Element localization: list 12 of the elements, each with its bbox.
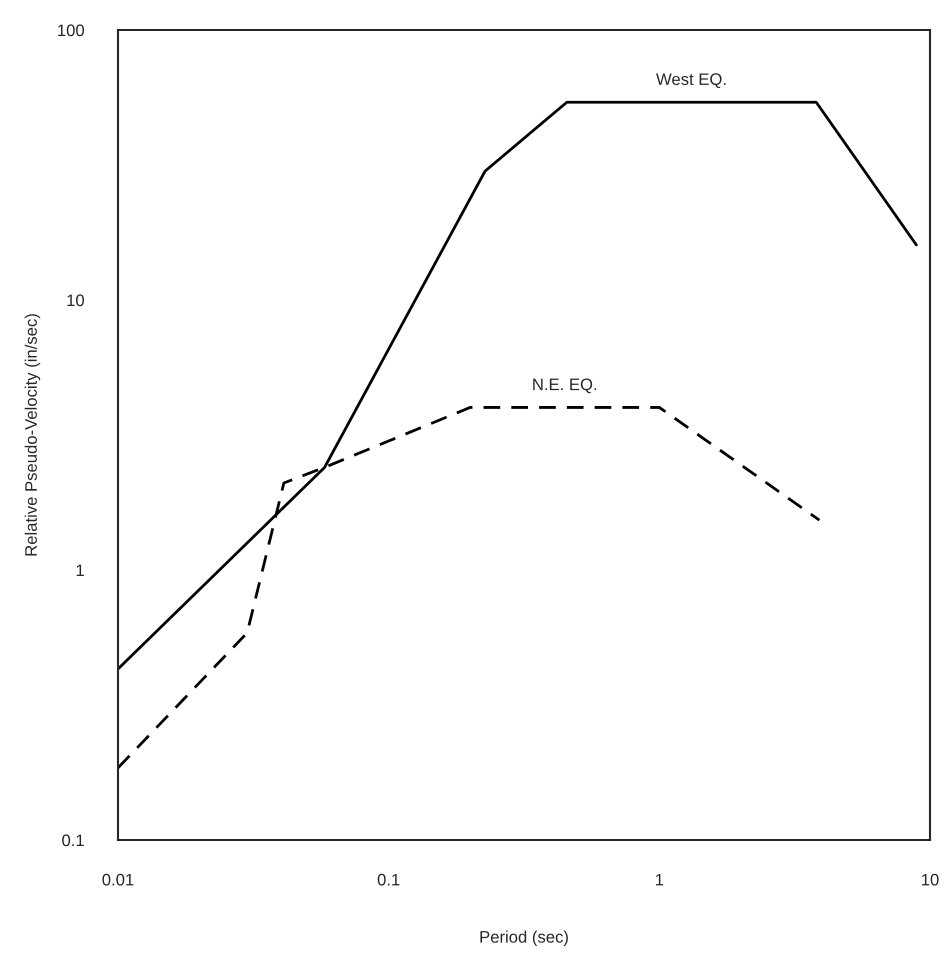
series-label: West EQ. — [656, 73, 726, 88]
y-tick-label: 1 — [76, 564, 84, 576]
series-label: N.E. EQ. — [533, 378, 596, 394]
x-axis-title: Period (sec) — [480, 930, 568, 946]
y-axis-title: Relative Pseudo-Velocity (in/sec) — [24, 314, 40, 556]
y-tick-label: 100 — [58, 24, 84, 36]
x-tick-label: 10 — [922, 874, 939, 886]
x-tick-label: 0.1 — [378, 874, 400, 886]
y-tick-label: 0.1 — [62, 834, 84, 846]
x-tick-label: 1 — [656, 874, 664, 886]
y-tick-label: 10 — [67, 294, 84, 306]
x-tick-label: 0.01 — [102, 874, 134, 886]
